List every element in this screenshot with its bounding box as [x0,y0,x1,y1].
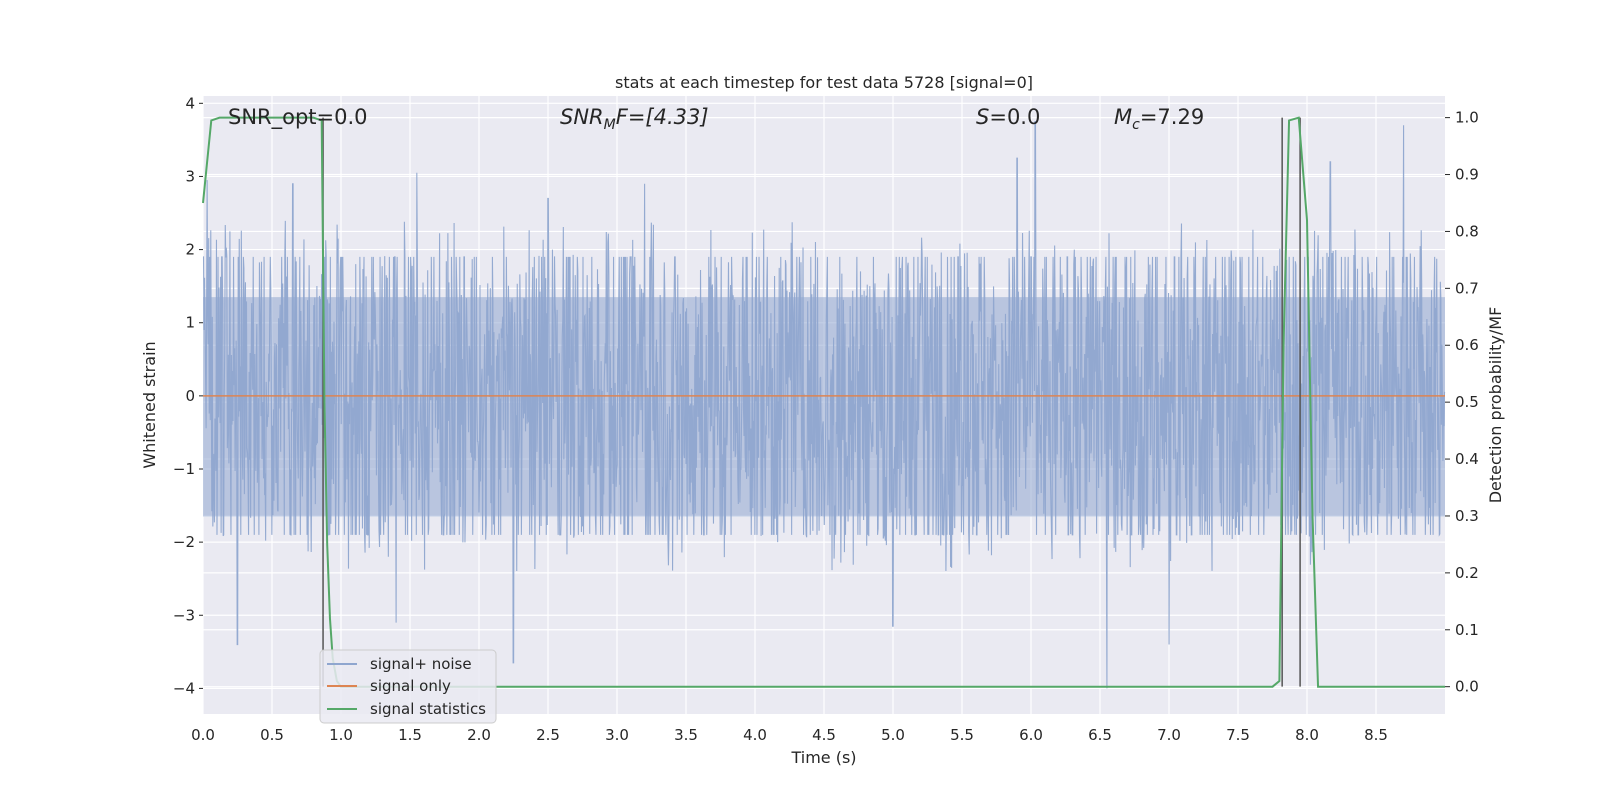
legend-box [319,649,497,724]
legend-label-signal-noise: signal+ noise [370,655,472,673]
y-right-tick-label: 0.2 [1455,564,1479,582]
y-right-tick-label: 0.8 [1455,222,1479,240]
y-axis-left-label: Whitened strain [140,341,159,468]
y-right-tick-label: 0.7 [1455,279,1479,297]
y-left-tick-label: −1 [173,460,195,478]
x-tick-label: 1.5 [398,726,422,744]
annotation-s: S=0.0 [976,105,1040,129]
x-tick-label: 3.5 [674,726,698,744]
x-tick-label: 0.0 [191,726,215,744]
x-tick-label: 8.0 [1295,726,1319,744]
y-axis-right-label: Detection probability/MF [1486,307,1505,504]
legend: signal+ noise signal only signal statist… [319,649,497,724]
annotation-snr-opt: SNR_opt=0.0 [228,105,368,130]
x-tick-label: 6.5 [1088,726,1112,744]
x-tick-label: 2.5 [536,726,560,744]
y-left-tick-label: 1 [185,314,195,332]
annotation-mc: Mc=7.29 [1114,105,1204,133]
x-tick-label: 3.0 [605,726,629,744]
y-right-tick-label: 0.3 [1455,507,1479,525]
chart-title: stats at each timestep for test data 572… [615,73,1033,92]
x-tick-label: 7.5 [1226,726,1250,744]
y-right-tick-label: 0.4 [1455,450,1479,468]
x-tick-label: 5.0 [881,726,905,744]
y-right-tick-label: 0.0 [1455,678,1479,696]
y-right-tick-label: 1.0 [1455,109,1479,127]
y-right-tick-label: 0.5 [1455,393,1479,411]
x-tick-label: 2.0 [467,726,491,744]
signal-plus-noise-core [203,297,1445,517]
x-tick-labels: 0.0 0.5 1.0 1.5 2.0 2.5 3.0 3.5 4.0 4.5 5.0 5.5 6.0 6… [191,726,1388,744]
x-tick-label: 8.5 [1364,726,1388,744]
x-tick-label: 6.0 [1019,726,1043,744]
y-left-tick-label: 2 [185,241,195,259]
legend-label-signal-statistics: signal statistics [370,700,486,718]
y-left-tick-label: 3 [185,167,195,185]
x-tick-label: 5.5 [950,726,974,744]
y-right-tick-label: 0.1 [1455,621,1479,639]
x-tick-label: 4.5 [812,726,836,744]
signal-plus-noise-series [202,121,1446,689]
x-tick-label: 1.0 [329,726,353,744]
y-right-tick-label: 0.6 [1455,336,1479,354]
y-left-tick-label: −3 [173,606,195,624]
y-left-tick-label: 4 [185,94,195,112]
y-left-tick-label: −4 [173,679,195,697]
legend-label-signal-only: signal only [370,677,451,695]
x-tick-label: 0.5 [260,726,284,744]
y-left-tick-labels: 4 3 2 1 0 −1 −2 −3 −4 [173,94,203,697]
x-tick-label: 4.0 [743,726,767,744]
x-tick-label: 7.0 [1157,726,1181,744]
y-left-tick-label: 0 [185,387,195,405]
y-right-tick-labels: 1.0 0.9 0.8 0.7 0.6 0.5 0.4 0.3 0.2 0.1 0.0 [1445,109,1479,696]
annotation-snr-mf: SNRMF=[4.33] [560,105,709,133]
x-axis-label: Time (s) [790,748,856,767]
y-left-tick-label: −2 [173,533,195,551]
y-right-tick-label: 0.9 [1455,166,1479,184]
